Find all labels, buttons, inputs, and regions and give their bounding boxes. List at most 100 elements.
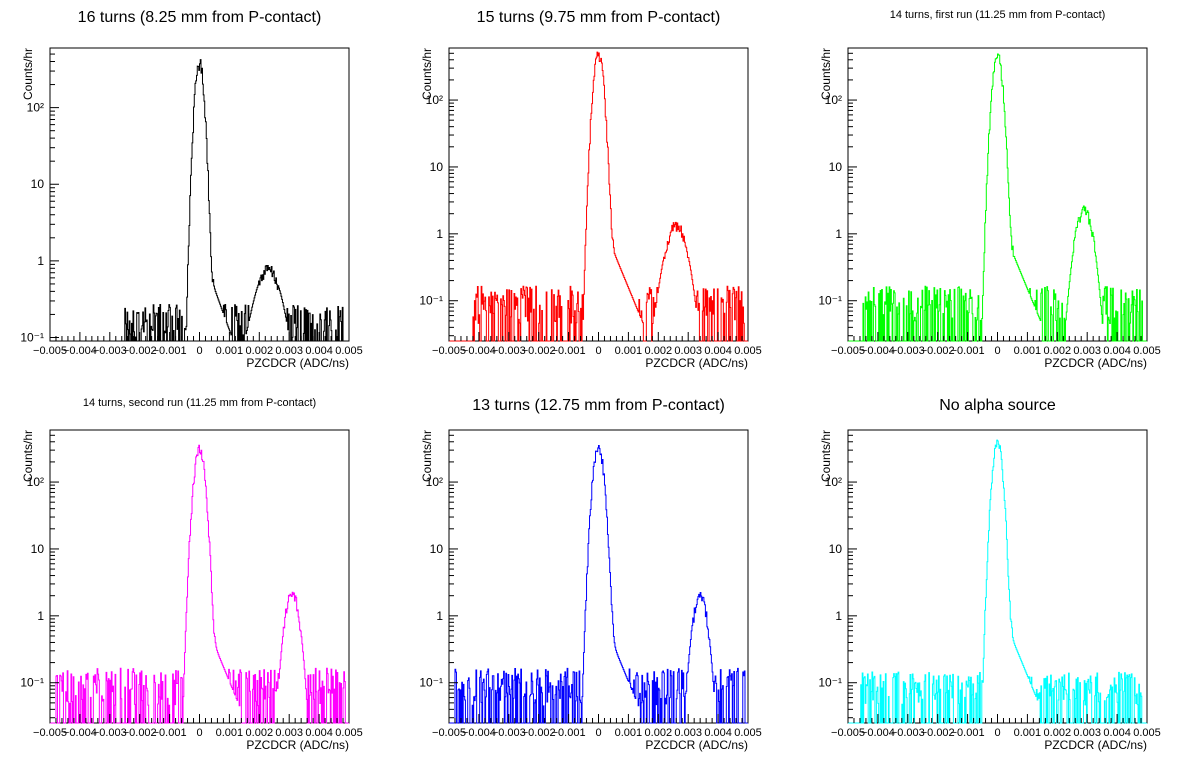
x-tick-label: 0.004: [305, 727, 333, 739]
x-tick-label: −0.005: [432, 345, 466, 357]
y-tick-label: 1: [37, 254, 44, 268]
x-tick-label: 0.003: [275, 345, 303, 357]
chart-panel-6: No alpha source 10⁻¹ 1 10 10² −0.005−0.004−0.…: [818, 397, 1160, 752]
x-tick-label: 0: [196, 727, 202, 739]
chart-panel-4: 14 turns, second run (11.25 mm from P-co…: [20, 397, 362, 752]
x-tick-label: −0.005: [831, 345, 865, 357]
y-tick-label: 10²: [825, 93, 842, 107]
x-tick-label: 0.003: [275, 727, 303, 739]
x-axis-label: PZCDCR (ADC/ns): [246, 738, 349, 752]
x-tick-label: −0.005: [33, 345, 67, 357]
x-tick-label: −0.004: [63, 727, 97, 739]
x-tick-label: −0.005: [33, 727, 67, 739]
y-tick-label: 1: [37, 609, 44, 623]
y-tick-label: 10: [31, 542, 45, 556]
x-tick-label: −0.001: [153, 727, 187, 739]
histogram-series: [848, 53, 1147, 342]
y-tick-label: 10²: [426, 93, 443, 107]
x-tick-label: 0.002: [246, 345, 274, 357]
x-tick-label: 0.005: [335, 345, 363, 357]
x-tick-label: −0.004: [861, 345, 895, 357]
x-tick-label: 0.004: [704, 727, 732, 739]
x-tick-label: 0.001: [1014, 345, 1042, 357]
x-tick-label: −0.001: [153, 345, 187, 357]
x-axis-label: PZCDCR (ADC/ns): [645, 356, 748, 370]
y-tick-label: 10⁻¹: [818, 294, 842, 308]
histogram-series: [50, 444, 349, 724]
y-tick-label: 10²: [27, 101, 44, 115]
x-tick-label: −0.004: [462, 727, 496, 739]
y-axis-label: Counts/hr: [420, 430, 434, 482]
x-tick-label: −0.004: [861, 727, 895, 739]
chart-title: No alpha source: [939, 397, 1056, 414]
x-tick-label: −0.002: [522, 345, 556, 357]
y-tick-label: 10²: [825, 475, 842, 489]
y-axis-label: Counts/hr: [420, 48, 434, 100]
histogram-series: [848, 439, 1147, 724]
x-tick-label: −0.003: [492, 345, 526, 357]
x-tick-label: −0.003: [93, 727, 127, 739]
chart-panel-1: 16 turns (8.25 mm from P-contact) 10⁻¹ 1 10…: [20, 9, 362, 370]
x-tick-label: −0.002: [123, 727, 157, 739]
x-tick-label: 0.005: [335, 727, 363, 739]
y-tick-label: 1: [835, 609, 842, 623]
x-tick-label: 0.004: [1103, 345, 1131, 357]
x-tick-label: 0: [196, 345, 202, 357]
x-tick-label: −0.005: [831, 727, 865, 739]
y-tick-label: 10: [430, 542, 444, 556]
y-tick-label: 10⁻¹: [419, 676, 443, 690]
x-tick-label: −0.003: [93, 345, 127, 357]
x-tick-label: −0.004: [462, 345, 496, 357]
y-axis-label: Counts/hr: [21, 430, 35, 482]
y-tick-label: 10⁻¹: [818, 676, 842, 690]
x-tick-label: 0.005: [1133, 727, 1161, 739]
x-axis-label: PZCDCR (ADC/ns): [645, 738, 748, 752]
x-axis-label: PZCDCR (ADC/ns): [1044, 356, 1147, 370]
x-tick-label: 0.005: [1133, 345, 1161, 357]
x-tick-label: 0.001: [1014, 727, 1042, 739]
y-tick-label: 10: [31, 177, 45, 191]
y-tick-label: 10⁻¹: [419, 294, 443, 308]
y-tick-label: 1: [436, 227, 443, 241]
y-tick-label: 1: [835, 227, 842, 241]
x-tick-label: −0.001: [951, 345, 985, 357]
x-tick-label: −0.001: [552, 727, 586, 739]
x-tick-label: −0.005: [432, 727, 466, 739]
x-tick-label: 0.001: [615, 727, 643, 739]
x-tick-label: 0.002: [645, 345, 673, 357]
chart-title: 16 turns (8.25 mm from P-contact): [78, 9, 322, 26]
y-axis-label: Counts/hr: [819, 430, 833, 482]
chart-panel-2: 15 turns (9.75 mm from P-contact) 10⁻¹ 1 10…: [419, 9, 761, 370]
plot-frame: [49, 47, 350, 342]
x-tick-label: 0.002: [246, 727, 274, 739]
x-tick-label: 0.005: [734, 345, 762, 357]
y-tick-label: 10⁻¹: [20, 330, 44, 344]
x-tick-label: −0.004: [63, 345, 97, 357]
x-tick-label: 0.002: [645, 727, 673, 739]
x-tick-label: 0.003: [1073, 345, 1101, 357]
x-tick-label: −0.003: [891, 727, 925, 739]
x-tick-label: 0.001: [216, 345, 244, 357]
chart-panel-5: 13 turns (12.75 mm from P-contact) 10⁻¹ 1 1…: [419, 397, 761, 752]
x-tick-label: −0.003: [492, 727, 526, 739]
x-tick-label: 0.004: [704, 345, 732, 357]
chart-title: 14 turns, first run (11.25 mm from P-con…: [890, 9, 1106, 21]
chart-title: 15 turns (9.75 mm from P-contact): [477, 9, 721, 26]
x-tick-label: −0.001: [552, 345, 586, 357]
plot-frame: [847, 47, 1148, 342]
x-tick-label: 0: [595, 345, 601, 357]
x-tick-label: 0.005: [734, 727, 762, 739]
x-tick-label: −0.002: [123, 345, 157, 357]
x-tick-label: 0.003: [674, 727, 702, 739]
x-tick-label: 0: [994, 345, 1000, 357]
histogram-series: [50, 59, 349, 342]
x-tick-label: 0.002: [1044, 727, 1072, 739]
x-axis-label: PZCDCR (ADC/ns): [246, 356, 349, 370]
y-tick-label: 10: [829, 542, 843, 556]
x-tick-label: 0: [595, 727, 601, 739]
y-axis-label: Counts/hr: [21, 48, 35, 100]
y-tick-label: 10: [829, 160, 843, 174]
histogram-series: [449, 444, 748, 724]
x-tick-label: 0: [994, 727, 1000, 739]
